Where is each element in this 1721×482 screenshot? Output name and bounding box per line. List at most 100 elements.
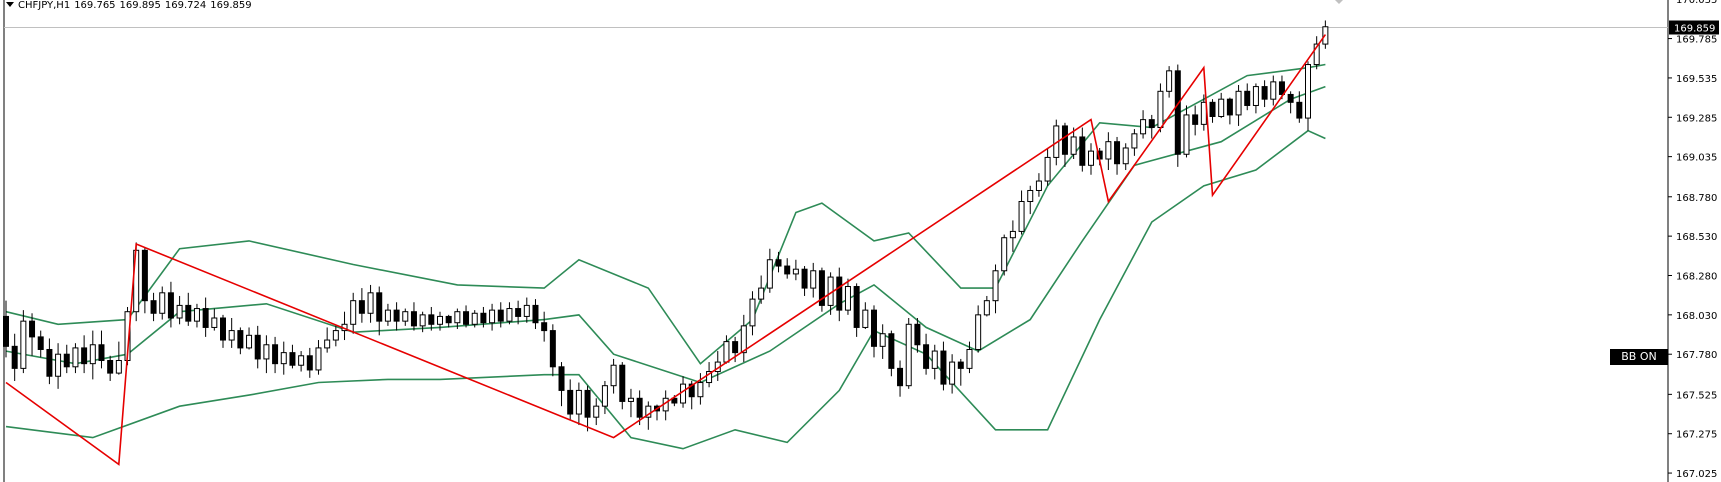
candle-body[interactable] [471, 312, 478, 325]
candle-body[interactable] [185, 304, 192, 322]
candle-body[interactable] [1001, 237, 1008, 272]
candle-body[interactable] [463, 311, 470, 325]
candle-body[interactable] [393, 309, 400, 322]
candle-body[interactable] [541, 322, 548, 332]
candle-body[interactable] [193, 308, 200, 322]
candle-body[interactable] [176, 304, 183, 319]
bb-indicator-badge[interactable]: BB ON [1610, 349, 1668, 365]
candle-body[interactable] [1044, 156, 1051, 182]
candle-body[interactable] [627, 397, 634, 402]
candle-body[interactable] [228, 330, 235, 341]
candle-body[interactable] [680, 383, 687, 404]
candle-body[interactable] [141, 249, 148, 302]
candle-body[interactable] [1261, 86, 1268, 100]
candle-body[interactable] [306, 355, 313, 371]
candle-body[interactable] [254, 334, 261, 360]
candle-body[interactable] [1027, 189, 1034, 203]
candle-body[interactable] [489, 309, 496, 324]
candle-body[interactable] [298, 355, 305, 366]
candle-body[interactable] [1183, 114, 1190, 155]
candle-body[interactable] [1287, 93, 1294, 103]
candle-body[interactable] [792, 268, 799, 275]
candle-body[interactable] [810, 270, 817, 289]
candle-body[interactable] [211, 317, 218, 328]
candle-body[interactable] [888, 333, 895, 369]
candle-body[interactable] [914, 323, 921, 346]
candle-body[interactable] [1114, 141, 1121, 165]
candle-body[interactable] [966, 348, 973, 369]
candle-body[interactable] [601, 385, 608, 407]
candle-body[interactable] [575, 389, 582, 415]
candle-body[interactable] [506, 308, 513, 322]
candle-body[interactable] [1270, 81, 1277, 100]
candle-body[interactable] [272, 344, 279, 365]
candle-body[interactable] [315, 347, 322, 371]
candle-body[interactable] [957, 361, 964, 369]
candle-body[interactable] [497, 309, 504, 322]
candle-body[interactable] [905, 323, 912, 387]
candle-body[interactable] [697, 382, 704, 398]
candle-body[interactable] [992, 270, 999, 302]
candle-body[interactable] [1079, 136, 1086, 166]
candle-body[interactable] [29, 320, 36, 338]
candle-body[interactable] [367, 292, 374, 314]
candle-body[interactable] [584, 389, 591, 418]
chart-shift-marker-icon[interactable] [1335, 0, 1343, 4]
candle-body[interactable] [1313, 43, 1320, 66]
candle-body[interactable] [280, 352, 287, 365]
candle-body[interactable] [1278, 81, 1285, 95]
candle-body[interactable] [619, 364, 626, 402]
candle-body[interactable] [72, 347, 79, 368]
candle-body[interactable] [1166, 70, 1173, 92]
candle-body[interactable] [1009, 230, 1016, 239]
candle-body[interactable] [237, 330, 244, 349]
candle-body[interactable] [437, 315, 443, 325]
candle-body[interactable] [46, 348, 53, 377]
candle-body[interactable] [1140, 119, 1147, 135]
candle-body[interactable] [732, 341, 739, 354]
candle-body[interactable] [1088, 150, 1094, 166]
dropdown-triangle-icon[interactable] [6, 2, 14, 7]
candle-body[interactable] [645, 405, 652, 418]
candle-body[interactable] [419, 314, 426, 327]
candle-body[interactable] [167, 292, 174, 319]
candle-body[interactable] [523, 304, 530, 317]
candle-body[interactable] [923, 344, 930, 369]
candle-body[interactable] [897, 367, 904, 387]
candle-body[interactable] [749, 298, 756, 327]
candle-body[interactable] [515, 308, 522, 317]
candle-body[interactable] [1122, 147, 1129, 165]
candle-body[interactable] [358, 300, 365, 314]
candle-body[interactable] [636, 397, 643, 418]
candle-body[interactable] [775, 259, 782, 267]
candle-body[interactable] [723, 341, 730, 363]
candle-body[interactable] [246, 334, 253, 349]
candle-body[interactable] [949, 361, 956, 385]
candle-body[interactable] [758, 287, 765, 300]
candle-body[interactable] [671, 397, 678, 404]
candle-body[interactable] [975, 314, 982, 350]
candle-body[interactable] [871, 309, 877, 347]
candle-body[interactable] [1226, 98, 1233, 116]
candle-body[interactable] [1174, 70, 1181, 155]
candle-body[interactable] [1244, 90, 1251, 106]
candle-body[interactable] [115, 360, 122, 374]
candle-body[interactable] [480, 312, 487, 324]
candle-body[interactable] [1252, 86, 1259, 106]
candle-body[interactable] [107, 360, 114, 374]
candle-body[interactable] [1018, 201, 1025, 232]
candle-body[interactable] [376, 292, 383, 322]
candle-body[interactable] [593, 405, 600, 418]
candle-body[interactable] [836, 276, 843, 311]
candle-body[interactable] [11, 345, 18, 369]
candle-body[interactable] [263, 344, 270, 360]
candle-body[interactable] [332, 330, 339, 341]
candle-body[interactable] [63, 353, 70, 368]
candle-body[interactable] [55, 353, 62, 377]
candle-body[interactable] [610, 364, 617, 387]
candle-body[interactable] [350, 300, 357, 325]
candle-body[interactable] [818, 270, 825, 306]
candle-body[interactable] [784, 265, 791, 275]
candle-body[interactable] [98, 344, 105, 362]
